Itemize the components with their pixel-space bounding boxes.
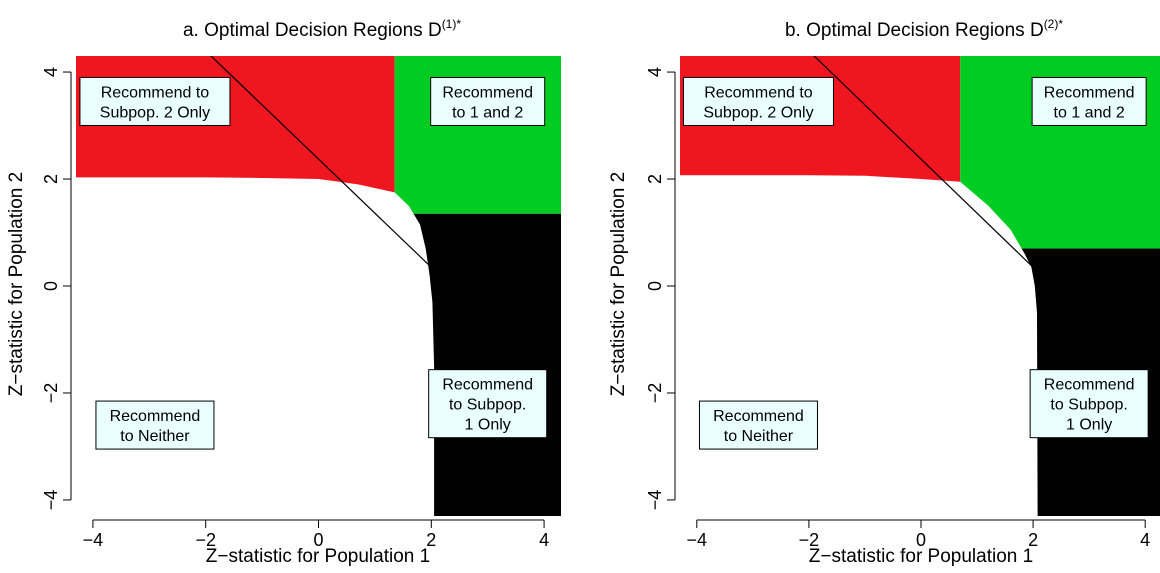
label-box-line: Recommend <box>1044 84 1135 101</box>
label-box-line: to Neither <box>120 428 190 445</box>
panel-a-x-axis-label: Z−statistic for Population 1 <box>206 546 430 567</box>
label-box-line: to Neither <box>724 428 794 445</box>
x-tick-label: 2 <box>426 530 436 550</box>
label-box-line: Recommend to <box>704 84 813 101</box>
label-box-line: Recommend <box>1044 377 1135 394</box>
panel-a: a. Optimal Decision Regions D(1)* Z−stat… <box>6 17 561 567</box>
y-tick-label: −2 <box>41 383 61 404</box>
x-tick-label: 0 <box>916 530 926 550</box>
region-neither <box>680 175 1038 516</box>
panel-a-title-main: a. Optimal Decision Regions D <box>183 20 442 41</box>
label-box-line: to 1 and 2 <box>1054 104 1125 121</box>
label-box-line: Recommend to <box>101 84 210 101</box>
label-box-subpop2: Recommend to Subpop. 2 Only <box>79 76 231 126</box>
label-box-line: Subpop. 2 Only <box>703 104 813 121</box>
panel-a-title: a. Optimal Decision Regions D(1)* <box>183 17 461 41</box>
x-tick-label: 0 <box>313 530 323 550</box>
panel-b-y-axis-label: Z−statistic for Population 2 <box>608 172 629 396</box>
panel-b-title-main: b. Optimal Decision Regions D <box>785 20 1044 41</box>
x-tick-label: −4 <box>687 530 708 550</box>
label-box-line: Recommend <box>442 377 533 394</box>
y-tick-label: −4 <box>41 490 61 511</box>
label-box-line: to Subpop. <box>449 397 526 414</box>
panel-b: b. Optimal Decision Regions D(2)* Z−stat… <box>608 17 1160 567</box>
x-tick-label: −4 <box>83 530 104 550</box>
x-tick-label: −2 <box>799 530 820 550</box>
y-tick-label: 2 <box>645 174 665 184</box>
panel-a-y-axis-label: Z−statistic for Population 2 <box>6 172 27 396</box>
panel-b-x-axis-label: Z−statistic for Population 1 <box>809 546 1033 567</box>
y-tick-label: 4 <box>645 67 665 77</box>
y-tick-label: 4 <box>41 67 61 77</box>
label-box-line: Recommend <box>110 408 201 425</box>
diagonal-line <box>210 56 432 268</box>
label-box-line: 1 Only <box>1066 417 1112 434</box>
label-box-line: 1 Only <box>465 417 511 434</box>
label-box-subpop2: Recommend to Subpop. 2 Only <box>682 76 834 126</box>
label-box-line: to 1 and 2 <box>452 104 523 121</box>
label-box-subpop1: Recommend to Subpop. 1 Only <box>428 369 548 439</box>
x-tick-label: −2 <box>195 530 216 550</box>
label-box-line: Recommend <box>713 408 804 425</box>
label-box-subpop1: Recommend to Subpop. 1 Only <box>1029 369 1149 439</box>
label-box-both: Recommend to 1 and 2 <box>1031 76 1147 126</box>
y-tick-label: −4 <box>645 490 665 511</box>
diagonal-line <box>813 56 1034 268</box>
label-box-neither: Recommend to Neither <box>698 400 818 450</box>
x-tick-label: 4 <box>1140 530 1150 550</box>
label-box-neither: Recommend to Neither <box>95 400 215 450</box>
region-neither <box>76 177 435 516</box>
y-tick-label: 0 <box>645 281 665 291</box>
y-tick-label: 0 <box>41 281 61 291</box>
x-tick-label: 4 <box>539 530 549 550</box>
panel-a-title-superscript: (1)* <box>442 17 462 31</box>
y-tick-label: −2 <box>645 383 665 404</box>
x-tick-label: 2 <box>1028 530 1038 550</box>
panel-b-title-superscript: (2)* <box>1044 17 1064 31</box>
panel-b-title: b. Optimal Decision Regions D(2)* <box>785 17 1063 41</box>
label-box-both: Recommend to 1 and 2 <box>430 76 546 126</box>
label-box-line: Recommend <box>442 84 533 101</box>
y-tick-label: 2 <box>41 174 61 184</box>
label-box-line: Subpop. 2 Only <box>100 104 210 121</box>
label-box-line: to Subpop. <box>1050 397 1127 414</box>
